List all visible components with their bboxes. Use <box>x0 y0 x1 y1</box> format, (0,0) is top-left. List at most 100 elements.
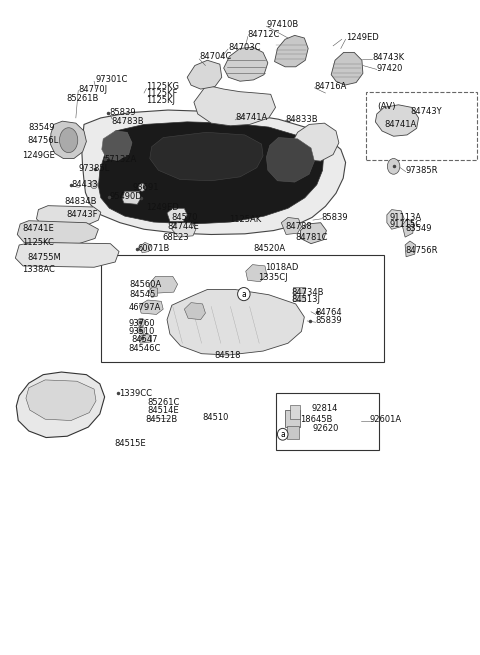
Polygon shape <box>375 105 419 136</box>
Bar <box>101 255 384 362</box>
Polygon shape <box>224 47 268 81</box>
Text: 92601A: 92601A <box>370 415 402 424</box>
Text: 84734B: 84734B <box>291 288 324 297</box>
Text: 1125KC: 1125KC <box>23 238 54 247</box>
Text: 92620: 92620 <box>313 424 339 433</box>
Text: 60071B: 60071B <box>137 244 169 253</box>
Polygon shape <box>82 110 346 234</box>
Text: 84743K: 84743K <box>372 53 405 62</box>
Polygon shape <box>194 85 276 126</box>
Text: 84512B: 84512B <box>145 415 177 424</box>
Text: 85839: 85839 <box>109 107 136 117</box>
Polygon shape <box>36 206 101 225</box>
Text: 84833B: 84833B <box>285 115 318 124</box>
Text: 97410B: 97410B <box>266 20 299 29</box>
Text: 93691: 93691 <box>132 183 159 192</box>
Text: 1125KJ: 1125KJ <box>146 96 175 105</box>
Text: 97385R: 97385R <box>406 166 438 175</box>
Text: 84770J: 84770J <box>78 84 108 94</box>
Text: 1338AC: 1338AC <box>23 265 55 274</box>
Text: a: a <box>280 430 285 439</box>
Text: 84756L: 84756L <box>28 136 59 145</box>
Text: 85839: 85839 <box>322 213 348 222</box>
Bar <box>285 410 300 427</box>
Polygon shape <box>98 122 324 224</box>
Text: 1125KG: 1125KG <box>146 82 180 91</box>
Text: 84741A: 84741A <box>235 113 267 122</box>
Text: 84781C: 84781C <box>295 233 328 242</box>
Text: 83549: 83549 <box>29 123 55 132</box>
Polygon shape <box>50 121 86 159</box>
Polygon shape <box>140 242 151 253</box>
Text: 84518: 84518 <box>214 350 240 360</box>
Text: 1335CJ: 1335CJ <box>258 273 288 282</box>
Polygon shape <box>387 210 404 229</box>
Ellipse shape <box>91 181 97 189</box>
Polygon shape <box>266 138 314 182</box>
Text: 83549: 83549 <box>406 224 432 233</box>
Text: 84513J: 84513J <box>291 295 320 305</box>
Ellipse shape <box>139 183 145 191</box>
Text: 84510: 84510 <box>203 413 229 422</box>
Text: 84704C: 84704C <box>199 52 231 62</box>
Polygon shape <box>300 223 326 244</box>
Text: 84570: 84570 <box>172 213 198 222</box>
Text: 1249ED: 1249ED <box>146 203 179 212</box>
Polygon shape <box>331 52 363 85</box>
Bar <box>287 426 299 439</box>
Polygon shape <box>149 276 178 293</box>
Polygon shape <box>26 380 96 421</box>
Text: 84514E: 84514E <box>148 406 180 415</box>
Text: 92814: 92814 <box>312 404 338 413</box>
Polygon shape <box>17 221 98 244</box>
Ellipse shape <box>387 159 400 174</box>
Bar <box>366 92 477 160</box>
Text: 84546C: 84546C <box>129 344 161 353</box>
Text: 1125KF: 1125KF <box>146 89 178 98</box>
Text: (AV): (AV) <box>377 102 396 111</box>
Text: 84545: 84545 <box>130 290 156 299</box>
Text: 84743Y: 84743Y <box>410 107 442 116</box>
Text: 93760: 93760 <box>129 319 155 328</box>
Text: 1018AD: 1018AD <box>265 263 299 272</box>
Polygon shape <box>281 217 301 234</box>
Bar <box>293 287 305 293</box>
Text: 84515E: 84515E <box>114 439 146 448</box>
Bar <box>290 405 300 419</box>
Text: 84755M: 84755M <box>28 253 61 262</box>
Text: 84703C: 84703C <box>228 43 261 52</box>
Text: 84741A: 84741A <box>384 120 416 129</box>
Text: 91113A: 91113A <box>390 213 422 222</box>
Text: 84834B: 84834B <box>65 196 97 206</box>
Polygon shape <box>16 372 105 438</box>
Text: 57132A: 57132A <box>105 155 137 164</box>
Polygon shape <box>102 131 132 160</box>
Ellipse shape <box>137 326 145 334</box>
Polygon shape <box>139 300 163 314</box>
Text: 84744E: 84744E <box>167 222 199 231</box>
Text: 91115C: 91115C <box>390 220 422 229</box>
Polygon shape <box>122 191 141 204</box>
Bar <box>293 295 305 301</box>
Ellipse shape <box>277 428 288 440</box>
Text: a: a <box>241 290 246 299</box>
Text: 1249ED: 1249ED <box>346 33 378 42</box>
Text: 68E23: 68E23 <box>162 233 189 242</box>
Text: 46797A: 46797A <box>129 303 161 312</box>
Polygon shape <box>150 132 263 181</box>
Polygon shape <box>293 123 339 161</box>
Text: 84716A: 84716A <box>314 82 347 91</box>
Text: 84560A: 84560A <box>130 280 162 289</box>
Text: 93510: 93510 <box>129 327 155 336</box>
Text: 1249GE: 1249GE <box>23 151 55 160</box>
Polygon shape <box>246 265 267 282</box>
Text: 85839: 85839 <box>316 316 342 326</box>
Polygon shape <box>184 303 205 320</box>
Polygon shape <box>167 290 304 355</box>
Text: 97420: 97420 <box>377 64 403 73</box>
Text: 85261B: 85261B <box>66 94 98 103</box>
Text: 84783B: 84783B <box>112 117 144 126</box>
Polygon shape <box>15 242 119 267</box>
Bar <box>276 393 379 450</box>
Text: 97385L: 97385L <box>78 164 109 174</box>
